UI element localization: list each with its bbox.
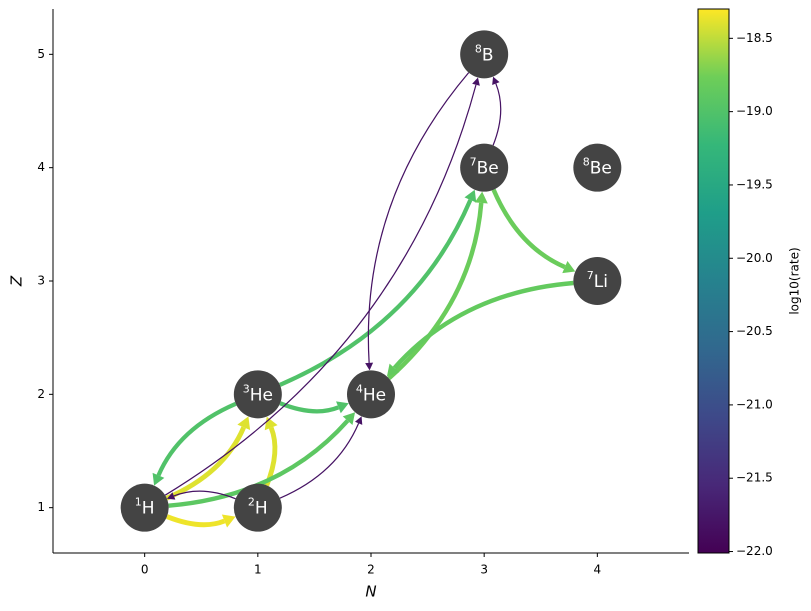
edge <box>165 426 246 501</box>
colorbar-tick-label: −19.5 <box>736 177 773 191</box>
edge-arrowhead <box>354 416 363 425</box>
element-symbol: He <box>363 385 386 405</box>
edge <box>392 280 574 370</box>
edge-arrowhead <box>152 472 165 486</box>
node <box>460 143 509 192</box>
colorbar-tick-label: −19.0 <box>736 104 773 118</box>
node <box>233 370 282 419</box>
x-tick-label: 2 <box>367 563 375 577</box>
x-tick-label: 1 <box>254 563 262 577</box>
colorbar-tick-label: −21.0 <box>736 397 773 411</box>
node-label: 1H <box>135 496 155 519</box>
edge <box>168 419 350 508</box>
node <box>573 257 622 305</box>
element-symbol: He <box>250 385 273 405</box>
edge-arrowhead <box>474 191 488 204</box>
y-tick-label: 3 <box>37 274 45 288</box>
x-tick-label: 0 <box>141 563 149 577</box>
element-symbol: B <box>482 45 494 65</box>
element-symbol: Li <box>594 272 608 292</box>
edge-arrowhead <box>365 362 374 371</box>
edge-arrowhead <box>472 77 480 86</box>
edge <box>279 199 473 387</box>
mass-number: 2 <box>248 496 255 509</box>
edge-arrowhead <box>166 492 176 500</box>
y-tick-label: 4 <box>37 160 45 174</box>
node-label: 8B <box>475 42 494 65</box>
node <box>233 483 282 532</box>
edge <box>367 72 470 363</box>
mass-number: 8 <box>475 42 482 55</box>
edge-arrowhead <box>492 76 500 86</box>
node <box>347 370 395 419</box>
edge <box>156 401 237 477</box>
element-symbol: Be <box>590 159 612 179</box>
element-symbol: H <box>142 499 155 519</box>
edge-arrowhead <box>221 514 236 528</box>
mass-number: 4 <box>356 382 363 395</box>
mass-number: 7 <box>587 269 594 282</box>
colorbar-label: log10(rate) <box>788 247 802 314</box>
edge <box>166 514 226 528</box>
colorbar-tick-label: −20.0 <box>736 251 773 265</box>
x-tick-label: 4 <box>594 563 602 577</box>
colorbar-tick-label: −20.5 <box>736 324 773 338</box>
edge-arrowhead <box>237 416 251 431</box>
y-tick-label: 2 <box>37 387 45 401</box>
edge-arrowhead <box>464 189 477 203</box>
node-label: 7Li <box>587 269 608 292</box>
edge <box>279 401 340 414</box>
edge <box>492 83 502 146</box>
node <box>460 30 509 79</box>
edge <box>279 423 360 499</box>
edge-arrowhead <box>562 261 576 274</box>
y-tick-label: 5 <box>37 47 45 61</box>
y-tick-label: 1 <box>37 500 45 514</box>
node <box>120 483 169 532</box>
mass-number: 1 <box>135 496 142 509</box>
colorbar-tick-label: −21.5 <box>736 471 773 485</box>
node <box>573 143 622 192</box>
node-label: 2H <box>248 496 268 519</box>
x-tick-label: 3 <box>480 563 488 577</box>
colorbar <box>697 8 730 554</box>
element-symbol: Be <box>477 159 499 179</box>
node-label: 3He <box>243 382 273 405</box>
colorbar-tick-label: −22.0 <box>736 544 773 558</box>
edge <box>491 188 566 270</box>
mass-number: 7 <box>470 156 477 169</box>
colorbar-tick-label: −18.5 <box>736 31 773 45</box>
edge <box>164 84 477 496</box>
mass-number: 8 <box>583 156 590 169</box>
node-label: 8Be <box>583 156 612 179</box>
edge-arrowhead <box>342 412 356 425</box>
edge <box>173 490 236 500</box>
edge <box>387 202 484 381</box>
y-axis-label: Z <box>8 275 26 287</box>
edge-arrowhead <box>336 401 349 414</box>
edge-arrowhead <box>386 363 400 377</box>
element-symbol: H <box>255 499 268 519</box>
x-axis-label: N <box>365 583 376 601</box>
node-label: 7Be <box>470 156 499 179</box>
mass-number: 3 <box>243 382 250 395</box>
node-label: 4He <box>356 382 386 405</box>
edges <box>152 72 576 528</box>
